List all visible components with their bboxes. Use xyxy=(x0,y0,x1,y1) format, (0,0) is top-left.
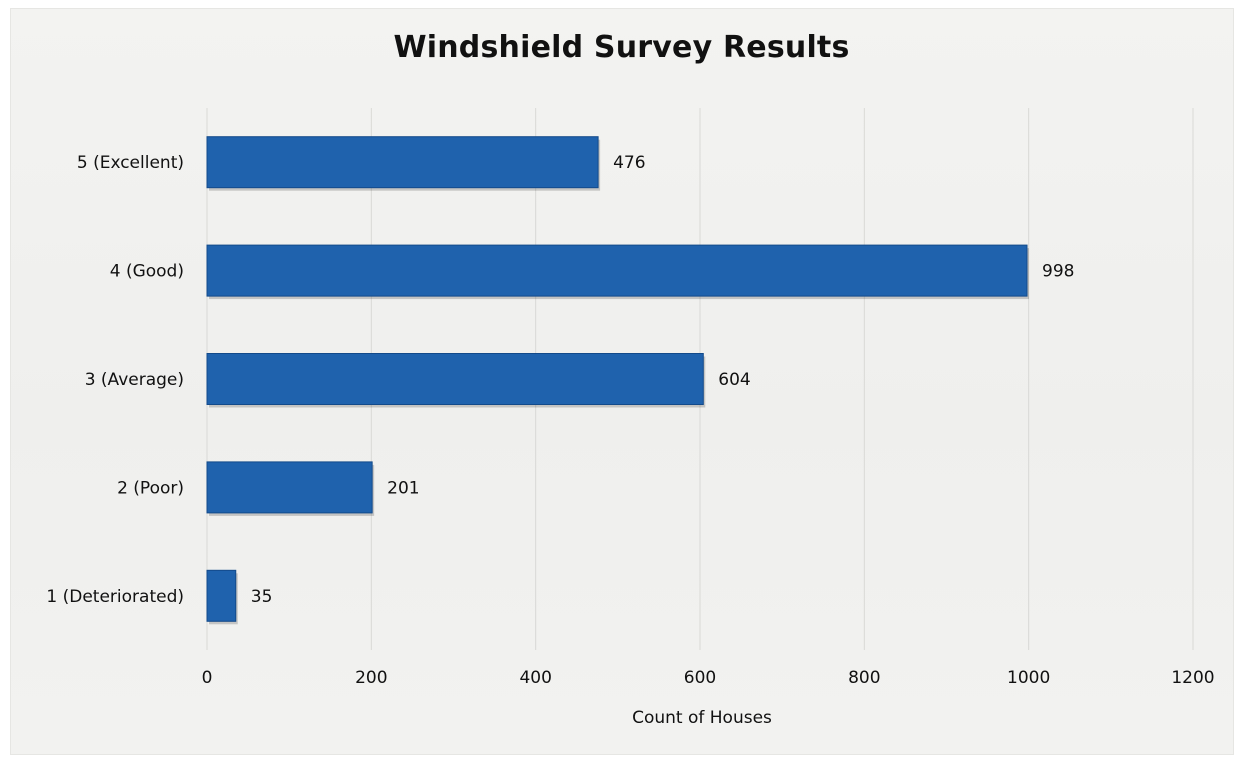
bar xyxy=(206,353,704,405)
label-layer: 0 200 400 600 800 1000 1200 5 (Excellent) 476 4 (… xyxy=(46,153,1214,688)
category-label: 1 (Deteriorated) xyxy=(46,587,184,607)
category-label: 5 (Excellent) xyxy=(77,153,184,173)
bar xyxy=(206,569,237,622)
x-tick-label: 1200 xyxy=(1171,668,1214,688)
x-tick-label: 400 xyxy=(519,668,551,688)
bar xyxy=(206,136,599,189)
chart-title: Windshield Survey Results xyxy=(393,30,850,65)
x-tick-label: 600 xyxy=(684,668,716,688)
data-label: 998 xyxy=(1042,262,1074,282)
data-label: 604 xyxy=(718,370,750,390)
bar-layer xyxy=(206,136,1030,625)
data-label: 476 xyxy=(613,153,645,173)
category-label: 4 (Good) xyxy=(110,262,184,282)
bar xyxy=(206,244,1028,297)
bar xyxy=(206,461,373,514)
data-label: 35 xyxy=(251,587,273,607)
x-tick-label: 1000 xyxy=(1007,668,1050,688)
x-tick-label: 800 xyxy=(848,668,880,688)
category-label: 3 (Average) xyxy=(85,370,184,390)
x-tick-label: 0 xyxy=(202,668,213,688)
x-axis-title: Count of Houses xyxy=(632,708,772,728)
data-label: 201 xyxy=(387,478,419,498)
x-tick-label: 200 xyxy=(355,668,387,688)
category-label: 2 (Poor) xyxy=(117,478,184,498)
